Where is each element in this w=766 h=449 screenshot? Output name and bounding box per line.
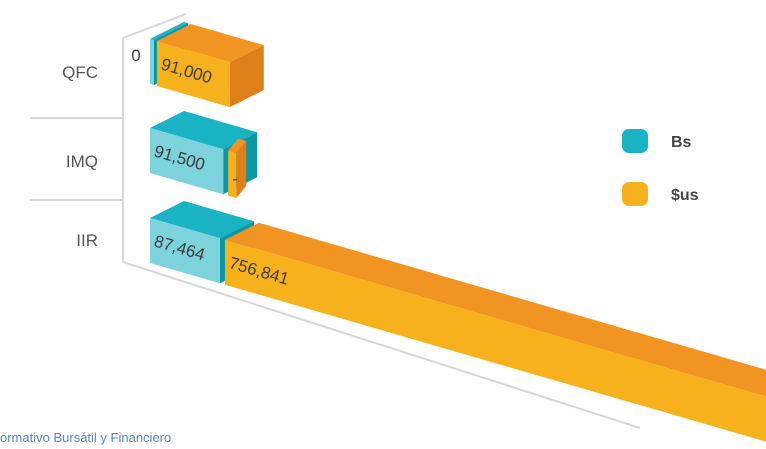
bar-front-face — [150, 39, 154, 86]
bar-us-qfc: 91,000 — [157, 24, 264, 108]
bar-front-face — [150, 218, 220, 284]
category-label: IIR — [76, 231, 98, 250]
axis-floor-line — [122, 261, 641, 429]
chart-axes — [30, 13, 641, 429]
data-label: 0 — [131, 46, 140, 65]
data-label: - — [232, 170, 238, 189]
category-label: IMQ — [66, 152, 98, 171]
bar-front-face — [150, 128, 224, 195]
bar-top-face — [150, 111, 258, 150]
bar-top-face — [150, 22, 188, 41]
bar-us-imq: - — [228, 138, 247, 198]
category-label: QFC — [62, 63, 98, 82]
axis-top-line — [122, 13, 187, 39]
legend-label: Bs — [671, 134, 692, 151]
bar-front-face — [228, 150, 237, 198]
bar-top-face — [150, 201, 254, 239]
footer-text: ormativo Bursátil y Financiero — [0, 430, 172, 445]
legend-swatch — [622, 182, 648, 206]
legend-label: $us — [671, 187, 699, 204]
bar-front-face — [224, 239, 766, 442]
bar-front-face — [157, 41, 230, 108]
legend: Bs $us — [622, 129, 699, 206]
bar-top-face — [157, 24, 264, 63]
legend-swatch — [622, 129, 648, 153]
bar-side-face — [229, 45, 264, 108]
bar-us-iir: 756,841 — [224, 222, 766, 442]
bar-top-face — [224, 222, 766, 397]
bar-side-face — [236, 140, 247, 198]
category-labels: QFC IMQ IIR — [62, 63, 98, 250]
bar-top-face — [228, 138, 247, 153]
